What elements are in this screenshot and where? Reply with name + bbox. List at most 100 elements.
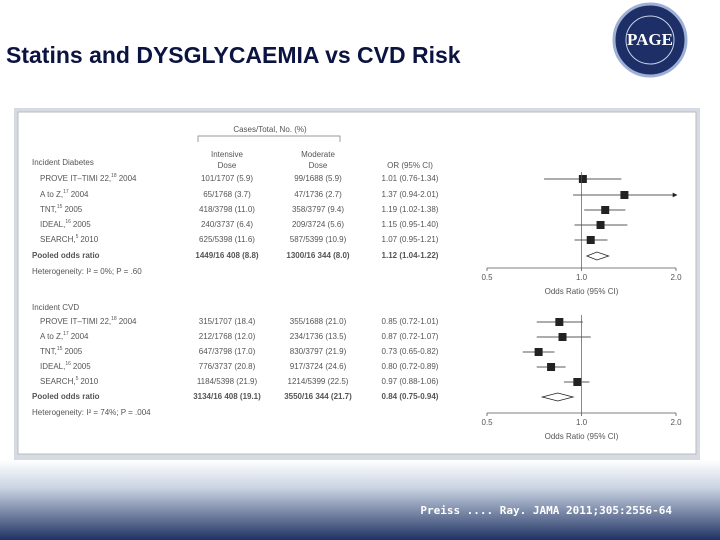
moderate-cell: 209/3724 (5.6): [292, 220, 344, 229]
study-name: A to Z,: [40, 332, 63, 341]
or-marker: [573, 378, 582, 386]
column-header: Intensive: [211, 150, 244, 159]
x-axis-label: Odds Ratio (95% CI): [545, 287, 619, 296]
moderate-cell: 234/1736 (13.5): [290, 332, 347, 341]
pooled-moderate: 1300/16 344 (8.0): [286, 251, 349, 260]
study-ref: 15: [57, 204, 63, 210]
intensive-cell: 625/5398 (11.6): [199, 235, 255, 244]
intensive-cell: 315/1707 (18.4): [199, 317, 256, 326]
study-ref: 16: [65, 219, 71, 225]
logo-ring: [625, 15, 675, 65]
or-cell: 0.73 (0.65-0.82): [382, 347, 439, 356]
study-year: 2004: [71, 332, 89, 341]
x-tick-label: 2.0: [670, 273, 682, 282]
column-header: Dose: [309, 161, 328, 170]
x-tick-label: 1.0: [576, 273, 588, 282]
or-marker: [558, 333, 567, 341]
moderate-cell: 355/1688 (21.0): [290, 317, 347, 326]
column-header: OR (95% CI): [387, 161, 433, 170]
moderate-cell: 1214/5399 (22.5): [288, 377, 349, 386]
study-name: PROVE IT–TIMI 22,: [40, 317, 111, 326]
heterogeneity: Heterogeneity: I² = 74%; P = .004: [32, 408, 151, 417]
or-marker: [534, 348, 543, 356]
moderate-cell: 99/1688 (5.9): [294, 174, 342, 183]
study-ref: 5: [76, 234, 79, 240]
logo: [612, 2, 688, 78]
study-ref: 17: [63, 331, 69, 337]
moderate-cell: 47/1736 (2.7): [294, 190, 342, 199]
study-year: 2010: [80, 377, 98, 386]
slide-title: Statins and DYSGLYCAEMIA vs CVD Risk: [6, 42, 461, 68]
pooled-or: 0.84 (0.75-0.94): [382, 392, 439, 401]
logo-text: PAGE: [627, 30, 673, 49]
x-tick-label: 1.0: [576, 418, 588, 427]
heterogeneity: Heterogeneity: I² = 0%; P = .60: [32, 267, 142, 276]
column-header: Moderate: [301, 150, 335, 159]
intensive-cell: 65/1768 (3.7): [203, 190, 251, 199]
or-cell: 1.19 (1.02-1.38): [382, 205, 439, 214]
study-year: 2005: [73, 220, 91, 229]
columns-title: Cases/Total, No. (%): [233, 125, 307, 134]
study-name: IDEAL,: [40, 220, 65, 229]
study-year: 2010: [80, 235, 98, 244]
or-marker: [555, 318, 564, 326]
study-ref: 17: [63, 189, 69, 195]
study-label: A to Z,17 2004: [40, 189, 89, 199]
or-cell: 1.07 (0.95-1.21): [382, 235, 439, 244]
section-label: Incident CVD: [32, 303, 79, 312]
study-year: 2004: [119, 317, 137, 326]
study-year: 2004: [71, 190, 89, 199]
study-label: PROVE IT–TIMI 22,18 2004: [40, 316, 137, 326]
moderate-cell: 830/3797 (21.9): [290, 347, 347, 356]
moderate-cell: 587/5399 (10.9): [290, 235, 347, 244]
or-marker: [601, 206, 610, 214]
section-label: Incident Diabetes: [32, 158, 94, 167]
study-ref: 16: [65, 361, 71, 367]
study-ref: 18: [111, 316, 117, 322]
figure: [17, 111, 697, 455]
or-cell: 1.01 (0.76-1.34): [382, 174, 439, 183]
intensive-cell: 418/3798 (11.0): [199, 205, 255, 214]
column-header: Dose: [218, 161, 237, 170]
or-marker: [586, 236, 595, 244]
study-name: SEARCH,: [40, 235, 76, 244]
or-cell: 0.85 (0.72-1.01): [382, 317, 439, 326]
study-year: 2004: [119, 174, 137, 183]
intensive-cell: 101/1707 (5.9): [201, 174, 253, 183]
study-name: A to Z,: [40, 190, 63, 199]
study-label: IDEAL,16 2005: [40, 361, 91, 371]
or-marker: [547, 363, 556, 371]
moderate-cell: 358/3797 (9.4): [292, 205, 344, 214]
pooled-intensive: 3134/16 408 (19.1): [193, 392, 261, 401]
study-ref: 15: [57, 346, 63, 352]
or-cell: 0.80 (0.72-0.89): [382, 362, 439, 371]
pooled-label: Pooled odds ratio: [32, 392, 100, 401]
x-tick-label: 2.0: [670, 418, 682, 427]
study-name: IDEAL,: [40, 362, 65, 371]
study-label: IDEAL,16 2005: [40, 219, 91, 229]
intensive-cell: 240/3737 (6.4): [201, 220, 253, 229]
footer-band: [0, 460, 720, 540]
study-name: TNT,: [40, 205, 57, 214]
or-cell: 1.37 (0.94-2.01): [382, 190, 439, 199]
study-ref: 5: [76, 376, 79, 382]
study-label: SEARCH,5 2010: [40, 376, 99, 386]
study-name: TNT,: [40, 347, 57, 356]
pooled-diamond: [540, 392, 575, 402]
or-marker: [620, 191, 629, 199]
x-tick-label: 0.5: [481, 273, 493, 282]
pooled-diamond: [585, 251, 610, 261]
moderate-cell: 917/3724 (24.6): [290, 362, 347, 371]
study-label: TNT,15 2005: [40, 346, 83, 356]
intensive-cell: 212/1768 (12.0): [199, 332, 256, 341]
pooled-or: 1.12 (1.04-1.22): [382, 251, 439, 260]
study-label: SEARCH,5 2010: [40, 234, 99, 244]
study-year: 2005: [64, 347, 82, 356]
study-label: TNT,15 2005: [40, 204, 83, 214]
x-tick-label: 0.5: [481, 418, 493, 427]
x-axis-label: Odds Ratio (95% CI): [545, 432, 619, 441]
intensive-cell: 1184/5398 (21.9): [197, 377, 258, 386]
intensive-cell: 647/3798 (17.0): [199, 347, 256, 356]
citation: Preiss .... Ray. JAMA 2011;305:2556-64: [420, 504, 672, 517]
